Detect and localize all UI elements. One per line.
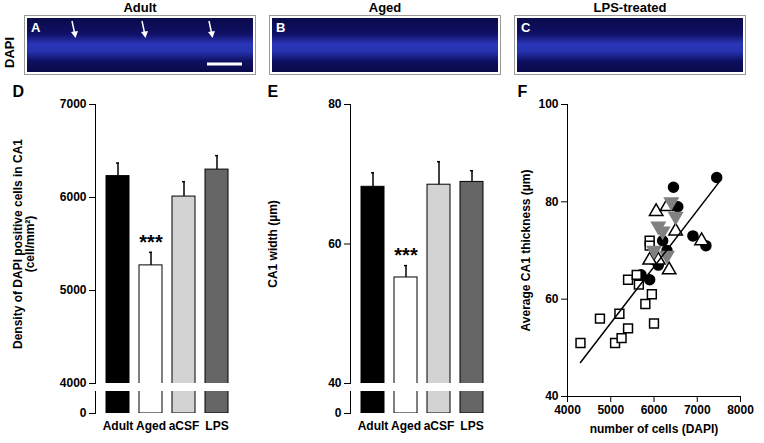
svg-text:6000: 6000 — [60, 190, 87, 204]
svg-text:Density of DAPI positive cells: Density of DAPI positive cells in CA1(ce… — [11, 139, 37, 349]
html-text:C: C — [521, 20, 531, 35]
svg-text:7000: 7000 — [60, 97, 87, 111]
svg-text:Aged: Aged — [136, 419, 166, 433]
html-text:Aged: Aged — [368, 0, 402, 15]
svg-text:number of cells (DAPI): number of cells (DAPI) — [590, 422, 719, 436]
svg-text:Adult: Adult — [103, 419, 134, 433]
html-text:Adult: Adult — [123, 0, 157, 15]
svg-text:aCSF: aCSF — [169, 419, 200, 433]
svg-text:LPS: LPS — [460, 419, 483, 433]
svg-text:***: *** — [394, 244, 418, 266]
svg-text:LPS: LPS — [205, 419, 228, 433]
svg-text:80: 80 — [328, 97, 342, 111]
svg-text:4000: 4000 — [60, 376, 87, 390]
svg-text:40: 40 — [545, 389, 559, 403]
svg-text:60: 60 — [545, 292, 559, 306]
svg-text:6000: 6000 — [641, 403, 668, 417]
html-text:DAPI: DAPI — [2, 36, 17, 68]
svg-text:E: E — [268, 83, 279, 100]
svg-text:F: F — [518, 83, 528, 100]
html-text:A: A — [31, 20, 41, 35]
svg-text:80: 80 — [545, 195, 559, 209]
svg-text:5000: 5000 — [597, 403, 624, 417]
svg-text:40: 40 — [328, 376, 342, 390]
svg-text:7000: 7000 — [684, 403, 711, 417]
svg-text:Average CA1 thickness (µm): Average CA1 thickness (µm) — [519, 170, 533, 332]
html-text:LPS-treated: LPS-treated — [593, 0, 667, 15]
svg-text:0: 0 — [335, 406, 342, 420]
svg-text:100: 100 — [538, 97, 558, 111]
svg-text:4000: 4000 — [554, 403, 581, 417]
svg-text:D: D — [13, 83, 25, 100]
svg-text:5000: 5000 — [60, 283, 87, 297]
svg-text:Adult: Adult — [358, 419, 389, 433]
svg-text:Aged: Aged — [391, 419, 421, 433]
svg-text:aCSF: aCSF — [424, 419, 455, 433]
html-text:B: B — [276, 20, 286, 35]
svg-text:0: 0 — [80, 406, 87, 420]
svg-text:***: *** — [139, 231, 163, 253]
svg-text:60: 60 — [328, 237, 342, 251]
svg-text:8000: 8000 — [727, 403, 754, 417]
svg-text:CA1 width (µm): CA1 width (µm) — [266, 200, 280, 288]
